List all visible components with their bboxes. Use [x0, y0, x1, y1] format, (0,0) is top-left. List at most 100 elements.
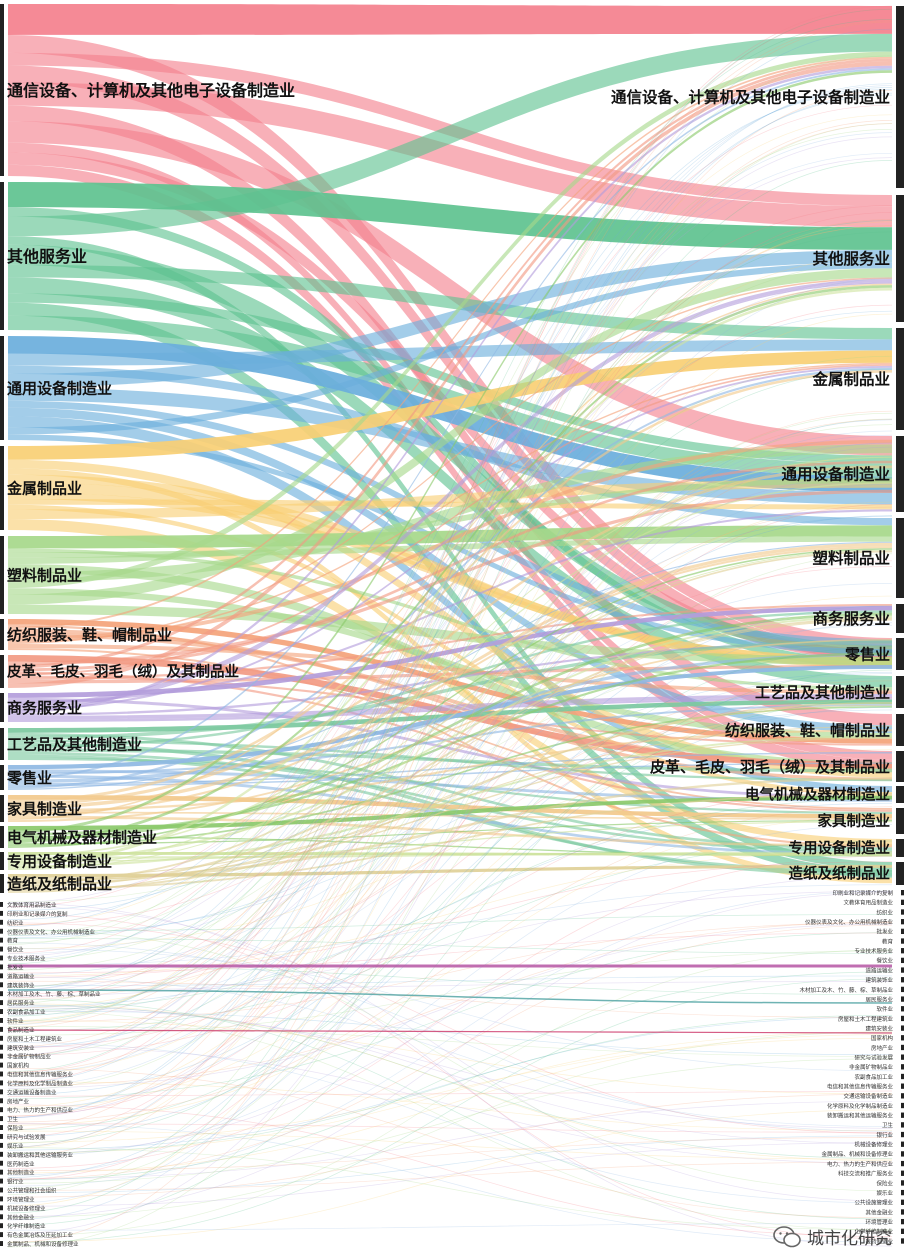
- right-small-node-bar: [901, 1025, 904, 1031]
- left-node-label: 零售业: [6, 769, 52, 787]
- left-small-node-label: 化学纤维制造业: [7, 1222, 46, 1230]
- left-small-node-bar: [0, 1223, 3, 1229]
- flow-thin: [7, 434, 893, 1118]
- flow-ribbon: [8, 285, 892, 844]
- left-node-label: 塑料制品业: [7, 566, 82, 584]
- flow-thin: [7, 971, 893, 1181]
- flow-thin: [7, 824, 893, 1157]
- flow-thin: [7, 1042, 893, 1204]
- left-small-node-bar: [0, 1026, 3, 1032]
- flow-thin: [7, 914, 893, 932]
- left-small-node-bar: [0, 964, 3, 970]
- flow-ribbon: [8, 499, 892, 510]
- left-node-bar: [0, 728, 4, 760]
- flow-thin: [7, 1058, 893, 1184]
- left-small-node-bar: [0, 955, 3, 961]
- flow-ribbon: [8, 548, 892, 691]
- left-small-node-bar: [0, 1196, 3, 1202]
- right-node-bar: [896, 839, 904, 857]
- flow-thin: [7, 446, 893, 1235]
- right-small-node-label: 保险业: [876, 1179, 893, 1187]
- flow-ribbon: [8, 617, 892, 889]
- flow-thin: [7, 924, 893, 1180]
- flow-thin: [7, 278, 893, 1221]
- right-small-node-label: 文教体育用品制造业: [843, 899, 893, 907]
- left-small-node-bar: [0, 1232, 3, 1238]
- left-small-node-label: 化学原料及化学制品制造业: [7, 1079, 74, 1087]
- flow-thin: [7, 815, 893, 1126]
- flow-thin: [7, 1029, 893, 1034]
- right-small-node-label: 印刷业和记录媒介的复制: [832, 889, 893, 897]
- flow-thin: [7, 260, 893, 936]
- flow-thin: [7, 802, 893, 1008]
- flow-ribbon: [8, 268, 892, 605]
- right-small-node-bar: [901, 1122, 904, 1128]
- flow-ribbon: [8, 277, 892, 644]
- left-small-node-label: 专业技术服务业: [7, 955, 46, 963]
- flow-thin: [7, 707, 893, 1137]
- right-small-node-label: 交通运输设备制造业: [843, 1092, 893, 1100]
- right-small-node-bar: [901, 1102, 904, 1109]
- flow-thin: [7, 152, 893, 961]
- flow-ribbon: [8, 694, 892, 720]
- right-small-node-label: 建筑装饰业: [865, 976, 893, 984]
- right-small-node-bar: [901, 1064, 904, 1070]
- right-small-node-bar: [901, 1035, 904, 1041]
- right-small-node-label: 道路运输业: [865, 966, 893, 974]
- flow-ribbon: [8, 748, 892, 773]
- right-small-node-bar: [901, 1112, 904, 1118]
- flow-thin: [7, 89, 893, 927]
- flow-ribbon: [8, 835, 892, 857]
- flow-ribbon: [8, 56, 892, 629]
- right-small-node-label: 其他金融业: [865, 1208, 893, 1216]
- flow-ribbon: [8, 604, 892, 681]
- right-node-label: 通信设备、计算机及其他电子设备制造业: [611, 88, 890, 107]
- right-small-node-bar: [901, 1083, 904, 1089]
- flow-thin: [7, 129, 893, 1004]
- flow-thin: [7, 698, 893, 1110]
- flow-thin: [7, 906, 893, 1202]
- left-small-node-bar: [0, 1071, 3, 1077]
- flow-thin: [7, 622, 893, 1176]
- flow-ribbon: [8, 362, 892, 643]
- flow-thin: [7, 1045, 893, 1164]
- flow-thin: [7, 313, 893, 1207]
- left-node-bar: [0, 765, 4, 790]
- left-node-bar: [0, 4, 4, 176]
- left-small-node-bar: [0, 1098, 3, 1104]
- flow-ribbon: [8, 58, 892, 669]
- left-small-node-bar: [0, 1125, 3, 1130]
- left-small-node-label: 仪器仪表及文化、办公用机械制造业: [7, 928, 96, 936]
- right-small-node-label: 非金属矿物制品业: [849, 1063, 894, 1071]
- flow-thin: [7, 418, 893, 1248]
- left-small-node-label: 保险业: [7, 1124, 24, 1132]
- left-small-node-bar: [0, 1018, 3, 1023]
- left-small-node-bar: [0, 946, 3, 952]
- flow-ribbon: [8, 33, 892, 237]
- right-node-label: 家具制造业: [818, 812, 891, 830]
- flow-ribbon: [8, 648, 892, 810]
- flow-thin: [7, 225, 893, 1022]
- right-node-label: 其他服务业: [812, 249, 890, 268]
- flow-thin: [7, 583, 893, 955]
- left-node-label: 专用设备制造业: [7, 852, 112, 870]
- right-node-label: 商务服务业: [812, 609, 890, 628]
- flow-ribbon: [8, 735, 892, 868]
- flow-thin: [7, 442, 893, 1014]
- flow-ribbon: [8, 612, 892, 839]
- flow-ribbon: [8, 51, 892, 589]
- watermark-text: 城市化研究: [807, 1229, 892, 1249]
- right-node-label: 专用设备制造业: [789, 839, 891, 857]
- left-small-node-bar: [0, 1009, 3, 1014]
- flow-thin: [7, 454, 893, 1108]
- flow-ribbon: [8, 732, 892, 851]
- left-small-node-label: 电力、热力的生产和供应业: [7, 1106, 74, 1114]
- left-small-node-bar: [0, 1160, 3, 1166]
- right-small-node-label: 医药制造业: [865, 1237, 893, 1245]
- right-small-node-bar: [901, 957, 904, 964]
- flow-ribbon: [8, 365, 892, 711]
- flow-ribbon: [8, 509, 892, 704]
- right-small-node-label: 纺织业: [876, 908, 893, 916]
- left-small-node-label: 食品制造业: [7, 1026, 35, 1034]
- left-small-node-label: 交通运输设备制造业: [7, 1088, 57, 1096]
